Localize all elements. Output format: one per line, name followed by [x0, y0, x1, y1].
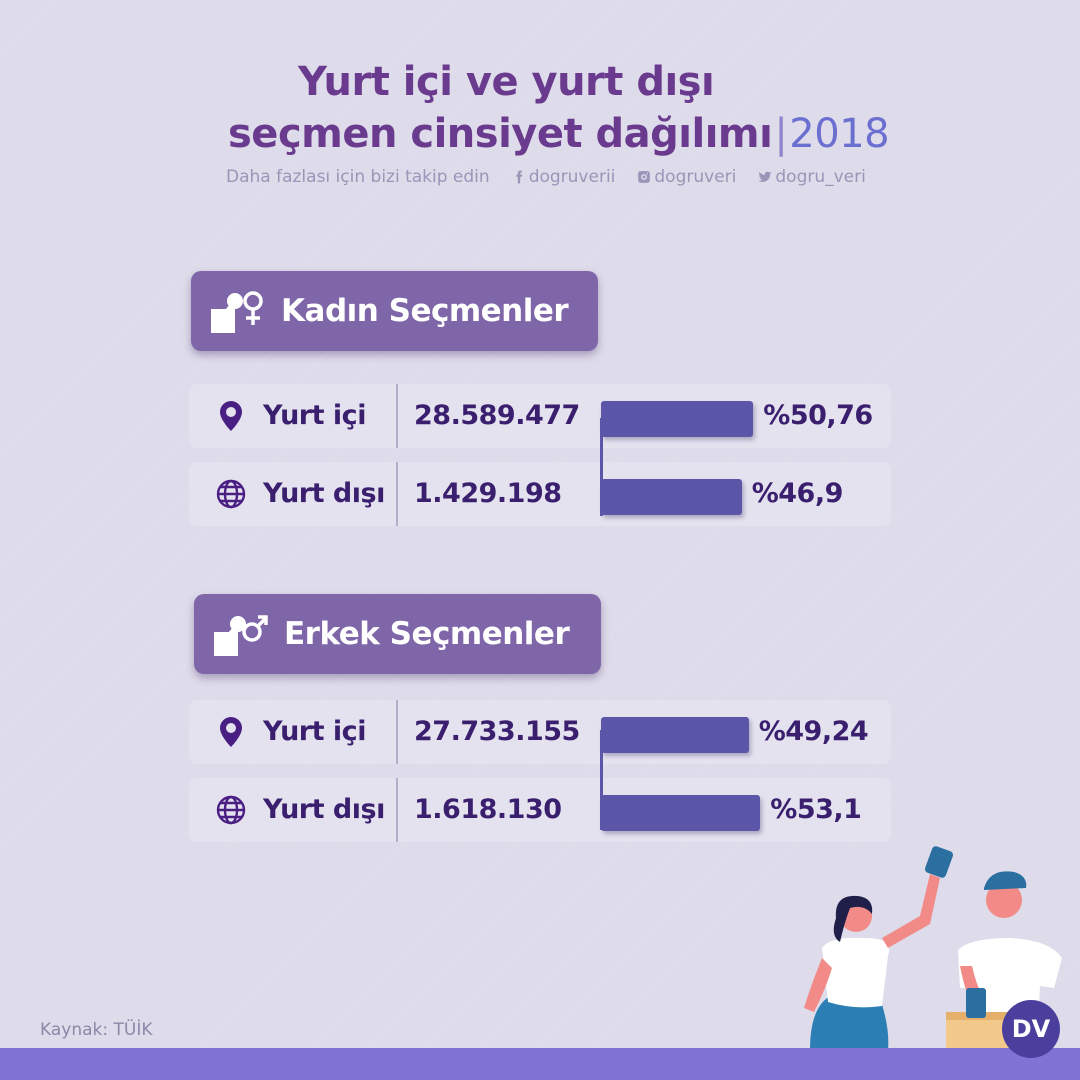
bar-connector — [600, 418, 603, 516]
bar — [601, 401, 754, 437]
row-divider — [396, 778, 398, 842]
percent-label: %49,24 — [758, 716, 869, 747]
facebook-icon — [516, 170, 522, 184]
percent-label: %46,9 — [751, 478, 844, 509]
group-title: Erkek Seçmenler — [284, 616, 570, 652]
page-title-line1: Yurt içi ve yurt dışı — [298, 59, 715, 105]
follow-line: Daha fazlası için bizi takip edin dogruv… — [226, 167, 866, 187]
title-text: seçmen cinsiyet dağılımı — [228, 111, 773, 157]
row-label: Yurt içi — [263, 716, 366, 747]
row-label: Yurt içi — [263, 400, 366, 431]
women-voters-header: Kadın Seçmenler — [191, 271, 598, 351]
follow-text: Daha fazlası için bizi takip edin — [226, 167, 490, 187]
row-label: Yurt dışı — [263, 478, 385, 509]
row-count: 28.589.477 — [414, 400, 580, 431]
globe-icon — [216, 479, 246, 509]
facebook-link[interactable]: dogruverii — [512, 167, 616, 187]
male-voter-icon — [214, 615, 268, 656]
female-voter-icon — [211, 291, 263, 333]
twitter-icon — [758, 171, 772, 183]
bar — [601, 717, 749, 753]
title-separator: | — [774, 111, 788, 157]
row-divider — [396, 462, 398, 526]
facebook-handle: dogruverii — [528, 167, 616, 187]
row-label: Yurt dışı — [263, 794, 385, 825]
instagram-icon — [638, 171, 651, 183]
location-pin-icon — [220, 717, 242, 747]
row-count: 1.618.130 — [414, 794, 562, 825]
twitter-link[interactable]: dogru_veri — [758, 167, 866, 187]
row-count: 27.733.155 — [414, 716, 580, 747]
globe-icon — [216, 795, 246, 825]
source-note: Kaynak: TÜİK — [40, 1020, 153, 1040]
percent-label: %50,76 — [763, 400, 873, 431]
title-year: 2018 — [789, 111, 890, 157]
location-pin-icon — [220, 401, 242, 431]
row-count: 1.429.198 — [414, 478, 562, 509]
table-row: Yurt dışı 1.618.130 %53,1 — [189, 778, 891, 842]
instagram-link[interactable]: dogruveri — [637, 167, 736, 187]
men-voters-header: Erkek Seçmenler — [194, 594, 601, 674]
footer-bar — [0, 1048, 1080, 1080]
group-title: Kadın Seçmenler — [281, 293, 569, 329]
row-divider — [396, 384, 398, 448]
bar — [601, 479, 742, 515]
page-title-line2: seçmen cinsiyet dağılımı|2018 — [228, 111, 890, 157]
table-row: Yurt içi 28.589.477 %50,76 — [189, 384, 891, 448]
instagram-handle: dogruveri — [654, 167, 737, 187]
dv-logo: DV — [1002, 1000, 1060, 1058]
table-row: Yurt içi 27.733.155 %49,24 — [189, 700, 891, 764]
row-divider — [396, 700, 398, 764]
percent-label: %53,1 — [770, 794, 862, 825]
table-row: Yurt dışı 1.429.198 %46,9 — [189, 462, 891, 526]
bar — [601, 795, 761, 831]
bar-connector — [600, 730, 603, 830]
twitter-handle: dogru_veri — [775, 167, 866, 187]
